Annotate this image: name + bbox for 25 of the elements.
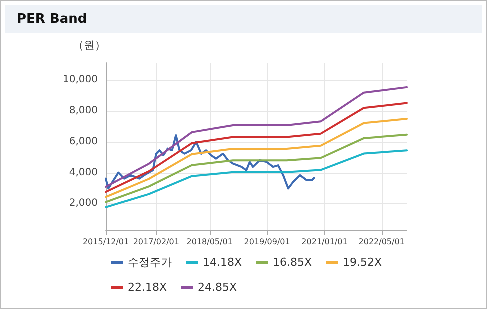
line-series — [105, 150, 408, 208]
line-series — [105, 118, 408, 198]
legend-label: 16.85X — [273, 256, 313, 269]
x-tick-label: 2015/12/01 — [82, 238, 130, 246]
y-tick-label: 4,000 — [69, 167, 98, 178]
line-series — [105, 134, 408, 204]
legend-label: 24.85X — [198, 281, 238, 294]
line-series — [105, 86, 408, 188]
legend-label: 14.18X — [203, 256, 242, 269]
y-tick-label: 10,000 — [63, 74, 98, 86]
line-series — [105, 134, 316, 190]
x-tick-label: 2021/01/01 — [302, 238, 348, 246]
x-tick-label: 2022/05/01 — [358, 238, 405, 246]
chart-title: PER Band — [5, 5, 482, 33]
x-tick-label: 2017/02/01 — [133, 238, 180, 246]
legend-label: 19.52X — [343, 256, 383, 269]
legend-label: 수정주가 — [128, 256, 172, 269]
legend-label: 22.18X — [128, 281, 168, 294]
y-tick-label: 6,000 — [69, 136, 98, 148]
y-tick-label: 2,000 — [69, 198, 98, 210]
y-axis-title: （원） — [73, 39, 106, 52]
line-series — [105, 102, 408, 194]
x-tick-label: 2018/05/01 — [186, 238, 233, 246]
y-tick-label: 8,000 — [69, 105, 98, 116]
x-tick-label: 2019/09/01 — [244, 238, 290, 246]
